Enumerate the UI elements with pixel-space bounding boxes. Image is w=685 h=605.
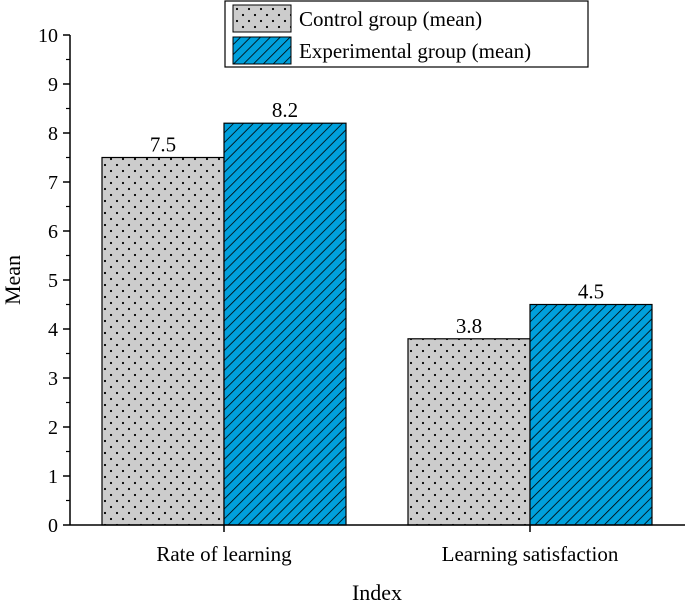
bar-control-0 bbox=[101, 156, 225, 526]
data-label-control-0: 7.5 bbox=[150, 133, 176, 157]
data-label-experimental-0: 8.2 bbox=[272, 98, 298, 122]
x-tick-label-1: Learning satisfaction bbox=[442, 542, 619, 566]
y-tick-label-2: 2 bbox=[48, 417, 58, 439]
y-tick-label-3: 3 bbox=[48, 368, 58, 390]
y-tick-label-4: 4 bbox=[48, 319, 58, 341]
y-tick-label-10: 10 bbox=[38, 25, 58, 47]
bars-group bbox=[101, 122, 653, 526]
bar-experimental-0 bbox=[223, 122, 347, 526]
y-tick-label-9: 9 bbox=[48, 74, 58, 96]
x-tick-label-0: Rate of learning bbox=[156, 542, 292, 566]
legend-swatch-control bbox=[232, 4, 292, 33]
data-label-experimental-1: 4.5 bbox=[578, 280, 604, 304]
y-tick-label-5: 5 bbox=[48, 270, 58, 292]
legend-label-experimental: Experimental group (mean) bbox=[299, 39, 531, 63]
y-axis-label: Mean bbox=[0, 255, 25, 305]
y-ticks-group: 0 1 2 3 4 5 6 7 8 9 10 bbox=[38, 25, 70, 537]
y-tick-label-1: 1 bbox=[48, 466, 58, 488]
x-axis-label: Index bbox=[352, 580, 402, 605]
legend-label-control: Control group (mean) bbox=[299, 7, 482, 31]
y-tick-label-6: 6 bbox=[48, 221, 58, 243]
data-labels-group: 7.5 3.8 8.2 4.5 bbox=[150, 98, 604, 338]
legend-swatch-experimental bbox=[232, 36, 292, 65]
data-label-control-1: 3.8 bbox=[456, 314, 482, 338]
y-tick-label-8: 8 bbox=[48, 123, 58, 145]
legend: Control group (mean) Experimental group … bbox=[224, 0, 589, 68]
bar-control-1 bbox=[407, 338, 531, 526]
y-tick-label-0: 0 bbox=[48, 515, 58, 537]
bar-experimental-1 bbox=[529, 303, 653, 526]
y-tick-label-7: 7 bbox=[48, 172, 58, 194]
x-ticks-group: Rate of learning Learning satisfaction bbox=[156, 525, 619, 566]
